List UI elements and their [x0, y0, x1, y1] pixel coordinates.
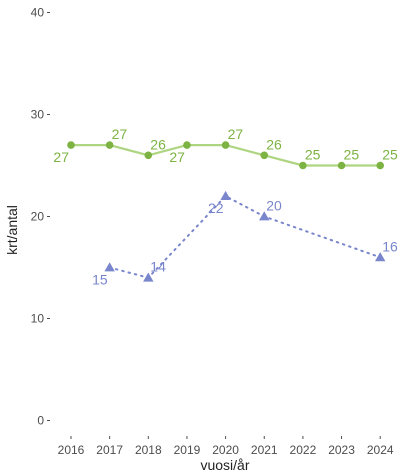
- data-label: 16: [382, 238, 398, 254]
- data-point: [375, 252, 386, 262]
- data-point: [337, 161, 346, 170]
- x-axis: 2016 2017 2018 2019 2020 2021 2022 2023 2024: [58, 436, 394, 457]
- data-point: [104, 262, 115, 272]
- y-tick-label: 0: [37, 414, 44, 428]
- data-point: [376, 161, 385, 170]
- data-point: [183, 141, 191, 149]
- x-axis-title: vuosi/år: [200, 457, 249, 473]
- data-label: 27: [112, 126, 128, 142]
- data-point: [105, 141, 114, 149]
- data-point: [143, 272, 154, 282]
- data-label: 25: [305, 147, 321, 163]
- data-point: [260, 151, 269, 160]
- data-point: [144, 151, 153, 160]
- x-tick-label: 2020: [212, 443, 239, 457]
- data-label: 27: [228, 126, 244, 142]
- x-tick-label: 2022: [290, 443, 317, 457]
- data-label: 15: [92, 272, 108, 288]
- data-label: 25: [382, 147, 398, 163]
- data-point: [259, 211, 270, 221]
- data-label: 22: [208, 200, 224, 216]
- data-point: [221, 141, 230, 149]
- y-tick-label: 30: [31, 108, 45, 122]
- y-axis-title: krt/antal: [4, 205, 20, 255]
- data-label: 26: [150, 136, 166, 152]
- data-point: [220, 190, 231, 200]
- x-tick-label: 2018: [135, 443, 162, 457]
- y-tick-label: 40: [31, 6, 45, 20]
- data-label: 27: [169, 149, 185, 165]
- x-tick-label: 2024: [367, 443, 394, 457]
- series-2-line: [108, 195, 382, 279]
- x-tick-label: 2019: [174, 443, 201, 457]
- data-label: 27: [53, 149, 69, 165]
- x-tick-label: 2021: [251, 443, 278, 457]
- series-2: 15 14 22 20 16: [92, 190, 398, 288]
- data-label: 14: [150, 259, 166, 275]
- x-tick-label: 2023: [328, 443, 355, 457]
- data-point: [67, 141, 75, 149]
- y-tick-label: 10: [31, 312, 45, 326]
- data-label: 26: [266, 136, 282, 152]
- data-label: 20: [266, 198, 282, 214]
- x-tick-label: 2017: [96, 443, 123, 457]
- y-tick-label: 20: [31, 210, 45, 224]
- data-label: 25: [344, 147, 360, 163]
- x-tick-label: 2016: [58, 443, 85, 457]
- data-point: [299, 161, 307, 170]
- y-axis: 0 10 20 30 40: [31, 6, 50, 428]
